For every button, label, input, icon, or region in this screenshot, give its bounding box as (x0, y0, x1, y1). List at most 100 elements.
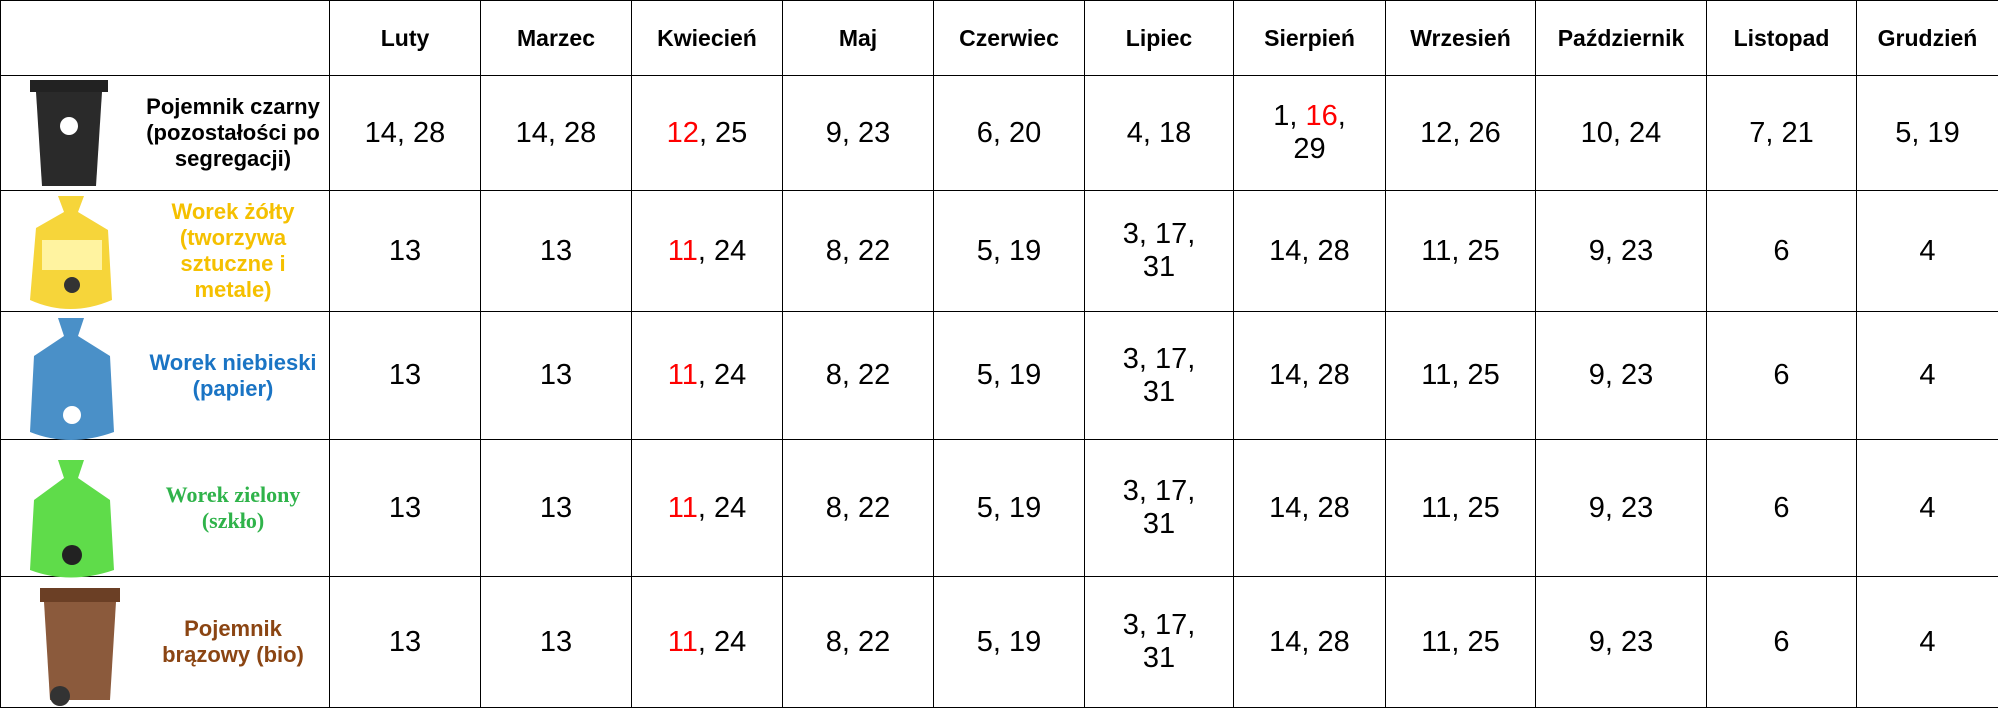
collection-dates: 11, 25 (1421, 626, 1499, 658)
column-header: Czerwiec (934, 1, 1085, 76)
date-cell: 9, 23 (1536, 577, 1707, 708)
collection-dates: , 24 (698, 235, 746, 267)
collection-dates: 10, 24 (1581, 117, 1662, 149)
date-cell: 13 (330, 577, 481, 708)
date-cell: 9, 23 (1536, 440, 1707, 577)
date-cell: 4 (1857, 440, 1998, 577)
column-header: Lipiec (1085, 1, 1234, 76)
collection-dates: 6 (1773, 359, 1789, 391)
collection-dates: 13 (540, 235, 572, 267)
collection-dates: 13 (389, 235, 421, 267)
collection-dates: 8, 22 (826, 492, 891, 524)
collection-dates: 4 (1919, 492, 1935, 524)
collection-dates: 1, (1273, 100, 1305, 132)
collection-dates: 9, 23 (1589, 359, 1654, 391)
collection-dates: 11, 25 (1421, 359, 1499, 391)
date-cell: 4 (1857, 191, 1998, 312)
collection-dates: 3, 17, 31 (1123, 475, 1196, 540)
column-header: Luty (330, 1, 481, 76)
collection-dates: 14, 28 (1269, 235, 1350, 267)
date-cell: 3, 17, 31 (1085, 440, 1234, 577)
collection-dates: 9, 23 (826, 117, 891, 149)
column-header: Marzec (481, 1, 632, 76)
date-cell: 6 (1707, 191, 1857, 312)
collection-dates: 8, 22 (826, 359, 891, 391)
column-header: Sierpień (1234, 1, 1386, 76)
collection-dates: 12 (667, 117, 699, 149)
collection-dates: 13 (540, 492, 572, 524)
page: LutyMarzecKwiecieńMajCzerwiecLipiecSierp… (0, 0, 1998, 708)
schedule-table: LutyMarzecKwiecieńMajCzerwiecLipiecSierp… (0, 0, 1998, 708)
date-cell: 4, 18 (1085, 76, 1234, 191)
collection-dates: , 25 (699, 117, 747, 149)
collection-dates: 14, 28 (1269, 626, 1350, 658)
column-header: Maj (783, 1, 934, 76)
date-cell: 9, 23 (1536, 312, 1707, 440)
date-cell: 11, 25 (1386, 577, 1536, 708)
collection-dates: , 24 (698, 492, 746, 524)
collection-dates: 6 (1773, 626, 1789, 658)
collection-dates: 11 (668, 359, 698, 391)
date-cell: 12, 25 (632, 76, 783, 191)
collection-dates: 14, 28 (516, 117, 597, 149)
collection-dates: 14, 28 (365, 117, 446, 149)
date-cell: 11, 25 (1386, 312, 1536, 440)
date-cell: 5, 19 (934, 312, 1085, 440)
waste-type-label: Worek zielony (szkło) (1, 440, 330, 577)
date-cell: 6, 20 (934, 76, 1085, 191)
collection-dates: 9, 23 (1589, 235, 1654, 267)
date-cell: 11, 25 (1386, 191, 1536, 312)
collection-dates: , 24 (698, 359, 746, 391)
date-cell: 5, 19 (1857, 76, 1998, 191)
collection-dates: 11 (668, 235, 698, 267)
date-cell: 10, 24 (1536, 76, 1707, 191)
date-cell: 14, 28 (330, 76, 481, 191)
date-cell: 8, 22 (783, 191, 934, 312)
collection-dates: 13 (389, 626, 421, 658)
collection-dates: 6 (1773, 492, 1789, 524)
collection-dates: 5, 19 (977, 359, 1042, 391)
collection-dates: 3, 17, 31 (1123, 609, 1196, 674)
date-cell: 3, 17, 31 (1085, 191, 1234, 312)
date-cell: 13 (481, 440, 632, 577)
collection-dates: 8, 22 (826, 235, 891, 267)
waste-row: Worek żółty (tworzywa sztuczne i metale)… (1, 191, 1998, 312)
date-cell: 14, 28 (481, 76, 632, 191)
date-cell: 4 (1857, 577, 1998, 708)
collection-dates: 13 (540, 626, 572, 658)
waste-type-label: Worek żółty (tworzywa sztuczne i metale) (1, 191, 330, 312)
date-cell: 8, 22 (783, 312, 934, 440)
column-header: Październik (1536, 1, 1707, 76)
column-header (1, 1, 330, 76)
collection-dates: 11 (668, 492, 698, 524)
collection-dates: 7, 21 (1749, 117, 1814, 149)
collection-dates: 4 (1919, 235, 1935, 267)
waste-type-label: Worek niebieski (papier) (1, 312, 330, 440)
column-header: Listopad (1707, 1, 1857, 76)
date-cell: 4 (1857, 312, 1998, 440)
date-cell: 5, 19 (934, 577, 1085, 708)
date-cell: 6 (1707, 440, 1857, 577)
collection-dates: 6 (1773, 235, 1789, 267)
collection-dates: 3, 17, 31 (1123, 343, 1196, 408)
date-cell: 14, 28 (1234, 440, 1386, 577)
date-cell: 13 (481, 577, 632, 708)
date-cell: 14, 28 (1234, 191, 1386, 312)
collection-dates: 8, 22 (826, 626, 891, 658)
date-cell: 8, 22 (783, 440, 934, 577)
waste-type-label: Pojemnik czarny (pozostałości po segrega… (1, 76, 330, 191)
collection-dates: 13 (540, 359, 572, 391)
date-cell: 11, 24 (632, 577, 783, 708)
collection-dates: 4 (1919, 359, 1935, 391)
date-cell: 11, 25 (1386, 440, 1536, 577)
column-header: Wrzesień (1386, 1, 1536, 76)
collection-dates: 16 (1305, 100, 1337, 132)
date-cell: 5, 19 (934, 440, 1085, 577)
date-cell: 13 (330, 191, 481, 312)
collection-dates: 5, 19 (1895, 117, 1960, 149)
collection-dates: 9, 23 (1589, 492, 1654, 524)
date-cell: 8, 22 (783, 577, 934, 708)
date-cell: 12, 26 (1386, 76, 1536, 191)
